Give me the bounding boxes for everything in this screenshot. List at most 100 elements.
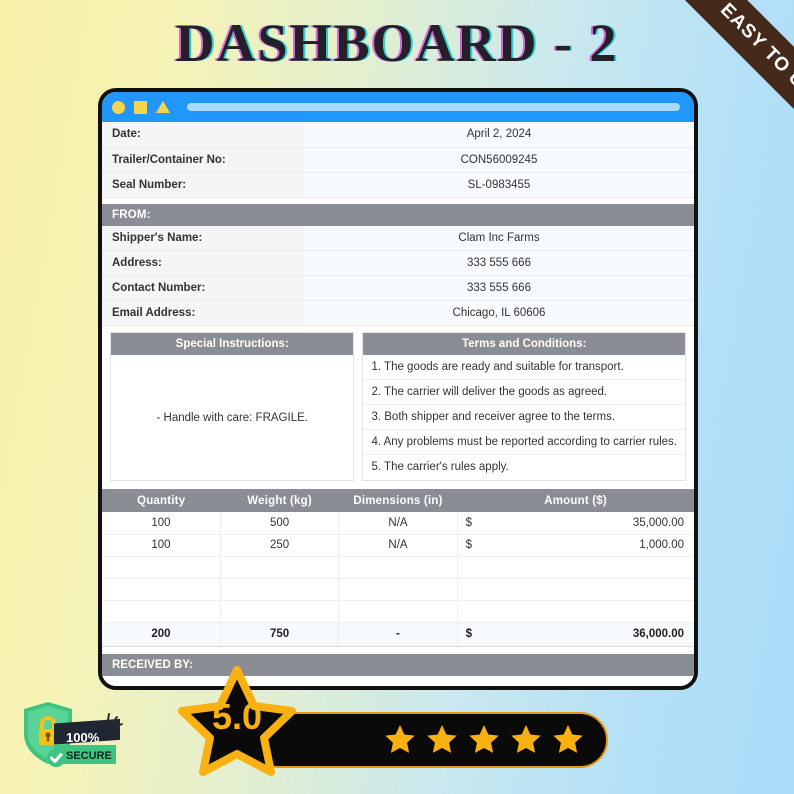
from-details-table: Shipper's Name: Clam Inc Farms Address: … <box>102 225 694 326</box>
field-label: Address: <box>102 250 304 276</box>
table-row: Date: April 2, 2024 <box>102 122 694 148</box>
cell-quantity[interactable]: 100 <box>102 512 221 535</box>
table-row: Address: 333 555 666 <box>102 250 694 276</box>
total-quantity: 200 <box>102 621 221 647</box>
cell-amount[interactable] <box>575 600 694 623</box>
field-value[interactable]: SL-0983455 <box>304 172 694 198</box>
browser-window: Date: April 2, 2024 Trailer/Container No… <box>98 88 698 690</box>
total-amount: 36,000.00 <box>575 621 694 647</box>
cell-currency: $ <box>457 534 576 557</box>
table-row <box>102 600 694 623</box>
cell-dimensions[interactable] <box>338 578 458 601</box>
cell-amount[interactable] <box>575 556 694 579</box>
table-row <box>102 556 694 579</box>
shield-lock-icon: 100% SECURE <box>24 702 123 767</box>
rating-score-text: 5.0 <box>211 696 263 737</box>
table-header-row: Quantity Weight (kg) Dimensions (in) Amo… <box>102 489 694 512</box>
special-instructions-text[interactable]: - Handle with care: FRAGILE. <box>156 411 308 424</box>
cell-quantity[interactable] <box>102 556 221 579</box>
terms-panel: Terms and Conditions: 1. The goods are r… <box>362 332 686 481</box>
star-icon <box>385 725 415 753</box>
field-label: Email Address: <box>102 300 304 326</box>
shipment-details-table: Date: April 2, 2024 Trailer/Container No… <box>102 122 694 198</box>
cell-dimensions[interactable] <box>338 600 458 623</box>
star-icon <box>427 725 457 753</box>
cell-weight[interactable] <box>220 578 340 601</box>
cell-currency <box>457 600 576 623</box>
star-icon <box>469 725 499 753</box>
table-row: Contact Number: 333 555 666 <box>102 275 694 301</box>
total-dimensions: - <box>338 621 458 647</box>
total-currency: $ <box>457 621 576 647</box>
cell-amount[interactable]: 35,000.00 <box>575 512 694 535</box>
secure-badge: 100% SECURE <box>18 696 128 772</box>
cell-amount[interactable] <box>575 578 694 601</box>
from-section-header: FROM: <box>102 203 694 226</box>
table-row: 100 500 N/A $ 35,000.00 <box>102 512 694 535</box>
list-item: 5. The carrier's rules apply. <box>371 461 509 473</box>
secure-percent-text: 100% <box>66 730 100 745</box>
field-value[interactable]: Chicago, IL 60606 <box>304 300 694 326</box>
field-value[interactable]: 333 555 666 <box>304 275 694 301</box>
column-header-weight: Weight (kg) <box>220 489 339 512</box>
list-item: 1. The goods are ready and suitable for … <box>363 355 685 380</box>
field-label: Contact Number: <box>102 275 304 301</box>
cell-dimensions[interactable] <box>338 556 458 579</box>
table-total-row: 200 750 - $ 36,000.00 <box>102 621 694 647</box>
field-label: Date: <box>102 122 304 148</box>
spacer <box>102 197 694 204</box>
big-star-icon <box>178 666 296 776</box>
page-title: DASHBOARD - 2 <box>175 13 619 73</box>
rating-bar <box>250 712 608 768</box>
special-instructions-panel: Special Instructions: - Handle with care… <box>110 332 355 481</box>
terms-header: Terms and Conditions: <box>363 333 685 355</box>
cell-amount[interactable]: 1,000.00 <box>575 534 694 557</box>
list-item: 2. The carrier will deliver the goods as… <box>363 380 685 405</box>
rating-score-badge: 5.0 <box>178 664 296 776</box>
total-weight: 750 <box>220 621 340 647</box>
cell-currency <box>457 556 576 579</box>
table-row: Email Address: Chicago, IL 60606 <box>102 300 694 326</box>
cell-weight[interactable] <box>220 556 340 579</box>
cell-quantity[interactable] <box>102 600 221 623</box>
table-row: 100 250 N/A $ 1,000.00 <box>102 534 694 557</box>
cell-dimensions[interactable]: N/A <box>338 534 458 557</box>
star-icon <box>511 725 541 753</box>
column-header-dimensions: Dimensions (in) <box>338 489 458 512</box>
field-value[interactable]: Clam Inc Farms <box>304 225 694 251</box>
table-row: Trailer/Container No: CON56009245 <box>102 147 694 173</box>
column-header-quantity: Quantity <box>102 489 221 512</box>
cell-quantity[interactable] <box>102 578 221 601</box>
cell-weight[interactable] <box>220 600 340 623</box>
table-row <box>102 578 694 601</box>
window-titlebar <box>102 92 694 122</box>
field-label: Shipper's Name: <box>102 225 304 251</box>
spacer <box>102 326 694 332</box>
square-icon[interactable] <box>134 100 147 114</box>
table-row: Shipper's Name: Clam Inc Farms <box>102 225 694 251</box>
circle-icon[interactable] <box>112 100 125 114</box>
instructions-terms-section: Special Instructions: - Handle with care… <box>102 332 694 481</box>
cell-dimensions[interactable]: N/A <box>338 512 458 535</box>
cell-weight[interactable]: 250 <box>220 534 340 557</box>
special-instructions-body: - Handle with care: FRAGILE. <box>111 355 354 480</box>
special-instructions-header: Special Instructions: <box>111 333 354 355</box>
list-item: 4. Any problems must be reported accordi… <box>363 430 685 455</box>
field-value[interactable]: CON56009245 <box>304 147 694 173</box>
table-row: Seal Number: SL-0983455 <box>102 172 694 198</box>
field-label: Trailer/Container No: <box>102 147 304 173</box>
field-value[interactable]: 333 555 666 <box>304 250 694 276</box>
column-header-amount: Amount ($) <box>457 489 694 512</box>
line-items-table: Quantity Weight (kg) Dimensions (in) Amo… <box>102 489 694 647</box>
field-value[interactable]: April 2, 2024 <box>304 122 694 148</box>
cell-quantity[interactable]: 100 <box>102 534 221 557</box>
triangle-icon[interactable] <box>156 101 170 113</box>
secure-label-text: SECURE <box>66 750 112 762</box>
cell-currency: $ <box>457 512 576 535</box>
cell-currency <box>457 578 576 601</box>
address-bar[interactable] <box>187 103 680 111</box>
terms-body: 1. The goods are ready and suitable for … <box>363 355 685 480</box>
list-item: 3. Both shipper and receiver agree to th… <box>363 405 685 430</box>
star-icon <box>553 725 583 753</box>
cell-weight[interactable]: 500 <box>220 512 340 535</box>
